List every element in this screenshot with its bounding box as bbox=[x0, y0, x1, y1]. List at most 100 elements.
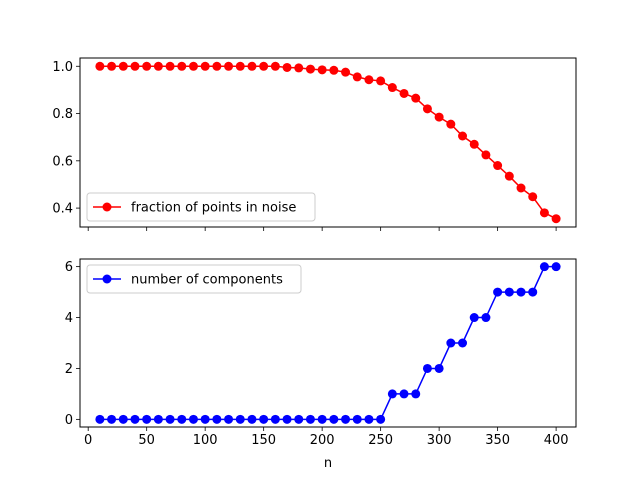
data-point bbox=[551, 262, 561, 272]
data-point bbox=[352, 72, 362, 82]
x-tick-label: 50 bbox=[138, 433, 155, 448]
data-point bbox=[516, 183, 526, 193]
bottom-chart-marks bbox=[95, 262, 561, 424]
data-point bbox=[399, 389, 409, 399]
data-point bbox=[270, 414, 280, 424]
data-point bbox=[446, 119, 456, 129]
data-point bbox=[387, 83, 397, 93]
series-line-0 bbox=[99, 65, 557, 220]
data-point bbox=[305, 64, 315, 74]
data-point bbox=[458, 338, 468, 348]
y-tick-label: 0 bbox=[65, 413, 73, 428]
data-point bbox=[270, 61, 280, 71]
data-point bbox=[165, 61, 175, 71]
legend-marker-swatch bbox=[102, 202, 112, 212]
data-point bbox=[282, 414, 292, 424]
x-tick-label: 150 bbox=[251, 433, 276, 448]
y-tick-label: 2 bbox=[65, 362, 73, 377]
data-point bbox=[364, 414, 374, 424]
data-point bbox=[422, 104, 432, 114]
bottom-chart-ticks: 0 50 100 150 200 250 300 350 400 0 2 4 6 bbox=[65, 260, 569, 448]
x-tick-label: 300 bbox=[427, 433, 452, 448]
x-axis-label: n bbox=[324, 456, 332, 471]
data-point bbox=[188, 61, 198, 71]
top-chart-marks bbox=[95, 61, 561, 224]
data-point bbox=[107, 414, 117, 424]
data-point bbox=[481, 313, 491, 323]
top-chart-frame bbox=[79, 57, 577, 228]
data-point bbox=[411, 389, 421, 399]
bottom-chart-frame bbox=[79, 258, 577, 428]
data-point bbox=[95, 414, 105, 424]
data-point bbox=[305, 414, 315, 424]
data-point bbox=[212, 414, 222, 424]
data-point bbox=[177, 414, 187, 424]
data-point bbox=[387, 389, 397, 399]
data-point bbox=[504, 171, 514, 181]
data-point bbox=[294, 414, 304, 424]
top-chart-panel: 0.4 0.6 0.8 1.0 fraction of points in noise bbox=[52, 57, 577, 231]
data-point bbox=[177, 61, 187, 71]
data-point bbox=[376, 414, 386, 424]
data-point bbox=[107, 61, 117, 71]
data-point bbox=[142, 61, 152, 71]
data-point bbox=[317, 414, 327, 424]
x-tick-label: 400 bbox=[544, 433, 569, 448]
legend-entry-fraction-of-points-in-noise: fraction of points in noise bbox=[131, 201, 296, 216]
data-point bbox=[434, 112, 444, 122]
data-point bbox=[130, 61, 140, 71]
data-point bbox=[481, 150, 491, 160]
y-tick-label: 6 bbox=[65, 260, 73, 275]
data-point bbox=[504, 287, 514, 297]
data-point bbox=[376, 76, 386, 86]
x-tick-label: 250 bbox=[368, 433, 393, 448]
x-tick-label: 100 bbox=[193, 433, 218, 448]
x-tick-label: 0 bbox=[84, 433, 92, 448]
data-point bbox=[493, 287, 503, 297]
data-point bbox=[539, 208, 549, 218]
legend-marker-swatch bbox=[102, 274, 112, 284]
data-point bbox=[528, 192, 538, 202]
data-point bbox=[516, 287, 526, 297]
y-tick-label: 1.0 bbox=[52, 60, 73, 75]
data-point bbox=[458, 131, 468, 141]
bottom-chart-legend: number of components bbox=[86, 264, 302, 294]
data-point bbox=[247, 61, 257, 71]
data-point bbox=[118, 414, 128, 424]
data-point bbox=[352, 414, 362, 424]
legend-box bbox=[86, 192, 316, 222]
legend-box bbox=[86, 264, 302, 294]
data-point bbox=[259, 61, 269, 71]
legend-entry-number-of-components: number of components bbox=[131, 273, 283, 288]
y-tick-label: 0.4 bbox=[52, 202, 73, 217]
data-point bbox=[411, 93, 421, 103]
data-point bbox=[399, 88, 409, 98]
data-point bbox=[200, 414, 210, 424]
data-point bbox=[153, 414, 163, 424]
data-point bbox=[235, 414, 245, 424]
data-point bbox=[235, 61, 245, 71]
data-point bbox=[259, 414, 269, 424]
data-point bbox=[95, 61, 105, 71]
data-point bbox=[188, 414, 198, 424]
data-point bbox=[329, 414, 339, 424]
data-point bbox=[493, 161, 503, 171]
data-point bbox=[153, 61, 163, 71]
top-chart-legend: fraction of points in noise bbox=[86, 192, 316, 222]
data-point bbox=[282, 62, 292, 72]
x-tick-label: 200 bbox=[310, 433, 335, 448]
x-tick-label: 350 bbox=[485, 433, 510, 448]
series-line-0 bbox=[99, 265, 557, 421]
top-chart-ticks: 0.4 0.6 0.8 1.0 bbox=[52, 60, 557, 231]
data-point bbox=[224, 61, 234, 71]
data-point bbox=[341, 414, 351, 424]
data-point bbox=[294, 63, 304, 73]
data-point bbox=[341, 67, 351, 77]
data-point bbox=[247, 414, 257, 424]
y-tick-label: 0.6 bbox=[52, 154, 73, 169]
data-point bbox=[130, 414, 140, 424]
data-point bbox=[142, 414, 152, 424]
data-point bbox=[317, 65, 327, 75]
